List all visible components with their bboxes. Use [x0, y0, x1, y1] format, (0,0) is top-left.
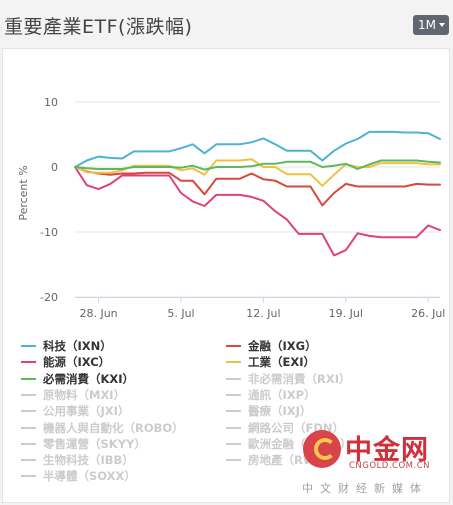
- legend-swatch: [21, 459, 36, 462]
- y-tick-label: -10: [40, 226, 58, 239]
- legend-label: 生物科技（IBB）: [43, 453, 134, 468]
- legend-label: 公用事業（JXI）: [43, 404, 130, 419]
- legend-label: 零售運營（SKYY）: [43, 436, 146, 451]
- legend-swatch: [21, 345, 36, 347]
- y-axis-label: Percent %: [17, 165, 30, 220]
- x-tick-label: 26. Jul: [411, 307, 445, 320]
- legend-swatch: [21, 377, 36, 380]
- period-label: 1M: [418, 18, 436, 32]
- legend-label: 金融（IXG）: [248, 339, 317, 353]
- period-selector-button[interactable]: 1M: [413, 15, 449, 35]
- watermark-slogan: 中文财经新媒体: [302, 482, 428, 495]
- legend-swatch: [21, 393, 36, 396]
- legend-label: 非必需消費（RXI）: [248, 371, 351, 386]
- chart-title: 重要產業ETF(漲跌幅): [4, 16, 193, 38]
- legend-label: 機器人與自動化（ROBO）: [43, 420, 184, 435]
- legend-swatch: [226, 393, 241, 396]
- legend-swatch: [226, 377, 241, 380]
- legend-swatch: [226, 426, 241, 429]
- legend-swatch: [226, 459, 241, 462]
- legend-label: 能源（IXC）: [43, 355, 111, 370]
- legend-swatch: [226, 345, 241, 347]
- legend-swatch: [226, 410, 241, 413]
- y-tick-label: 0: [51, 161, 58, 174]
- chart-card: 10 0 -10 -20 28. Jun 5. Jul 12. Jul 19. Jul 26. …: [2, 48, 450, 503]
- series-line-科技（IXN）: [74, 130, 441, 168]
- legend-swatch: [21, 442, 36, 445]
- watermark-logo-icon: [303, 430, 341, 468]
- legend-label: 半導體（SOXX）: [43, 469, 136, 484]
- y-tick-label: -20: [40, 291, 58, 304]
- legend-label: 科技（IXN）: [43, 339, 112, 353]
- legend-swatch: [21, 475, 36, 478]
- x-tick-label: 12. Jul: [246, 307, 280, 320]
- legend-swatch: [21, 410, 36, 413]
- legend-swatch: [226, 361, 241, 364]
- header: 重要產業ETF(漲跌幅) 1M: [0, 0, 453, 48]
- legend-swatch: [21, 361, 36, 364]
- legend-label: 通訊（IXP）: [248, 387, 316, 402]
- series-line-金融（IXG）: [74, 166, 441, 207]
- watermark-url: CNGOLD.COM.CN: [349, 461, 431, 471]
- series-line-能源（IXC）: [74, 166, 441, 257]
- series-line-工業（EXI）: [74, 158, 441, 187]
- y-tick-label: 10: [44, 96, 58, 109]
- x-tick-label: 5. Jul: [167, 307, 194, 320]
- legend-label: 工業（EXI）: [248, 355, 316, 370]
- series-line-必需消費（KXI）: [74, 159, 441, 171]
- legend-label: 必需消費（KXI）: [43, 371, 135, 386]
- chevron-down-icon: [439, 23, 445, 27]
- x-tick-label: 19. Jul: [329, 307, 363, 320]
- legend-swatch: [21, 426, 36, 429]
- line-chart: 10 0 -10 -20 28. Jun 5. Jul 12. Jul 19. Jul 26. …: [17, 96, 445, 320]
- legend-label: 醫療（IXJ）: [248, 404, 312, 419]
- x-tick-label: 28. Jun: [79, 307, 117, 320]
- legend-label: 原物料（MXI）: [43, 387, 126, 402]
- watermark-brand: 中金网: [345, 435, 429, 466]
- legend-swatch: [226, 442, 241, 445]
